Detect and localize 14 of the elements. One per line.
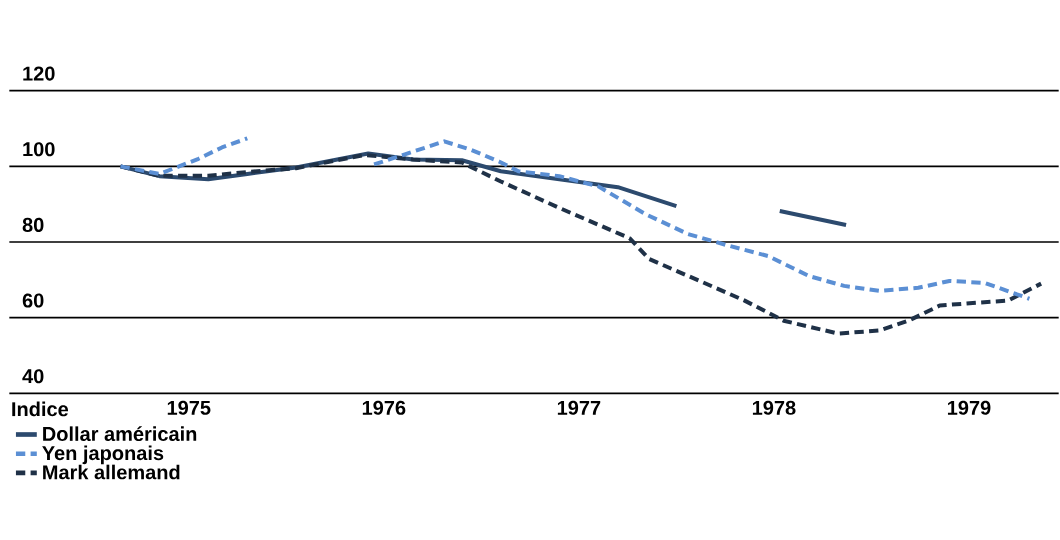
x-tick-label: 1978 [752,400,796,415]
y-tick-label: 80 [22,217,44,232]
y-tick-label: 120 [23,66,55,81]
legend-label: Mark allemand [43,464,180,480]
legend-label: Yen japonais [42,445,164,465]
x-tick-label: 1979 [947,400,991,415]
x-tick-label: 1976 [362,400,406,415]
x-tick-label: 1975 [167,400,211,415]
y-tick-label: 100 [23,142,55,157]
y-tick-label: 60 [22,293,44,308]
text: Indice [12,401,69,417]
x-tick-label: 1977 [557,400,601,415]
y-tick-label: 40 [22,369,44,384]
legend-label: Dollar américain [43,426,197,442]
